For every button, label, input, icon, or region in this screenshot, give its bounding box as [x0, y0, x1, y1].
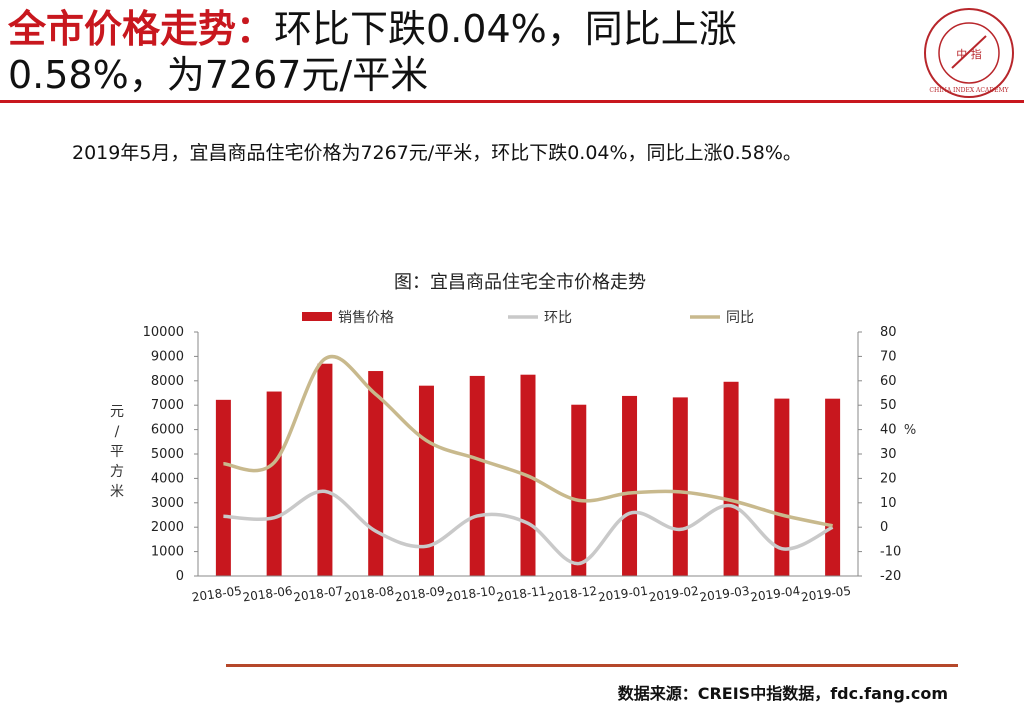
yoy-line: [223, 354, 833, 528]
x-tick-label: 2018-11: [496, 584, 548, 605]
right-tick-label: -10: [880, 545, 901, 560]
right-axis-title: %: [904, 423, 916, 438]
right-tick-label: 70: [880, 349, 897, 364]
price-bar: [622, 395, 638, 576]
x-tick-label: 2018-12: [546, 584, 598, 605]
price-bar: [469, 375, 485, 576]
price-bar: [774, 398, 790, 576]
left-axis-title-char: 方: [110, 464, 124, 480]
price-bar: [368, 371, 384, 576]
right-tick-label: -20: [880, 569, 901, 584]
left-tick-label: 4000: [151, 471, 184, 486]
price-bar: [215, 399, 231, 576]
right-tick-label: 30: [880, 447, 897, 462]
bar-series: [215, 363, 841, 576]
legend-swatch-bar: [302, 312, 332, 321]
left-tick-label: 1000: [151, 545, 184, 560]
x-tick-label: 2019-04: [749, 584, 801, 605]
title-line2-text: 0.58%，为7267元/平米: [8, 53, 429, 97]
x-tick-label: 2019-03: [699, 584, 751, 605]
left-tick-label: 8000: [151, 374, 184, 389]
summary-text: 2019年5月，宜昌商品住宅价格为7267元/平米，环比下跌0.04%，同比上涨…: [72, 142, 802, 164]
chart-legend: 销售价格 环比 同比: [302, 310, 754, 326]
x-tick-label: 2018-07: [293, 584, 345, 605]
price-trend-chart: 图：宜昌商品住宅全市价格走势 销售价格 环比 同比 0100020003000400…: [110, 272, 916, 605]
left-y-axis: 0 1000 2000 3000 4000 5000 6000 7000 8000 9000 100…: [110, 325, 199, 584]
left-tick-label: 9000: [151, 349, 184, 364]
legend-label: 销售价格: [338, 310, 394, 326]
left-axis-title-char: /: [115, 424, 120, 440]
data-source: 数据来源：CREIS中指数据，fdc.fang.com: [617, 684, 948, 703]
left-axis-title-char: 米: [110, 484, 124, 500]
right-tick-label: 60: [880, 374, 897, 389]
x-tick-label: 2019-01: [597, 584, 649, 605]
right-tick-label: 20: [880, 471, 897, 486]
left-tick-label: 10000: [143, 325, 184, 340]
x-tick-label: 2019-02: [648, 584, 700, 605]
left-tick-label: 2000: [151, 520, 184, 535]
price-bar: [317, 363, 333, 576]
chart-title: 图：宜昌商品住宅全市价格走势: [394, 272, 646, 293]
price-bar: [672, 397, 688, 576]
price-bar: [571, 404, 587, 576]
price-bar: [825, 398, 841, 576]
x-tick-label: 2019-05: [800, 584, 852, 605]
left-tick-label: 6000: [151, 423, 184, 438]
mom-line: [223, 489, 834, 566]
legend-label: 环比: [544, 310, 572, 326]
line-series: [223, 354, 834, 566]
logo-ring-text: CHINA INDEX ACADEMY: [929, 87, 1009, 94]
x-tick-label: 2018-08: [343, 584, 395, 605]
x-tick-label: 2018-05: [191, 584, 243, 605]
x-tick-label: 2018-06: [242, 584, 294, 605]
x-tick-label: 2018-10: [445, 584, 497, 605]
price-bar: [418, 385, 434, 576]
price-bar: [723, 381, 739, 576]
x-axis: 2018-05 2018-06 2018-07 2018-08 2018-09 2018-…: [191, 575, 858, 605]
china-index-academy-logo: 中 指 CHINA INDEX ACADEMY: [924, 8, 1014, 98]
left-tick-label: 3000: [151, 496, 184, 511]
left-tick-label: 5000: [151, 447, 184, 462]
left-axis-title-char: 平: [110, 444, 124, 460]
right-tick-label: 40: [880, 423, 897, 438]
footer-divider: [226, 664, 958, 667]
title-highlight: 全市价格走势：: [8, 7, 275, 51]
page-title: 全市价格走势：环比下跌0.04%，同比上涨 0.58%，为7267元/平米: [8, 6, 908, 98]
right-tick-label: 0: [880, 520, 888, 535]
right-tick-label: 80: [880, 325, 897, 340]
legend-label: 同比: [726, 310, 754, 326]
right-tick-label: 50: [880, 398, 897, 413]
price-bar: [266, 391, 282, 576]
right-tick-label: 10: [880, 496, 897, 511]
x-tick-label: 2018-09: [394, 584, 446, 605]
right-y-axis: -20 -10 0 10 20 30 40 50 60 70 80%: [857, 325, 916, 584]
left-tick-label: 7000: [151, 398, 184, 413]
title-line1-text: 环比下跌0.04%，同比上涨: [274, 7, 737, 51]
logo-center-text: 中 指: [956, 47, 982, 61]
left-tick-label: 0: [176, 569, 184, 584]
title-divider: [0, 100, 1024, 103]
left-axis-title-char: 元: [110, 404, 124, 420]
